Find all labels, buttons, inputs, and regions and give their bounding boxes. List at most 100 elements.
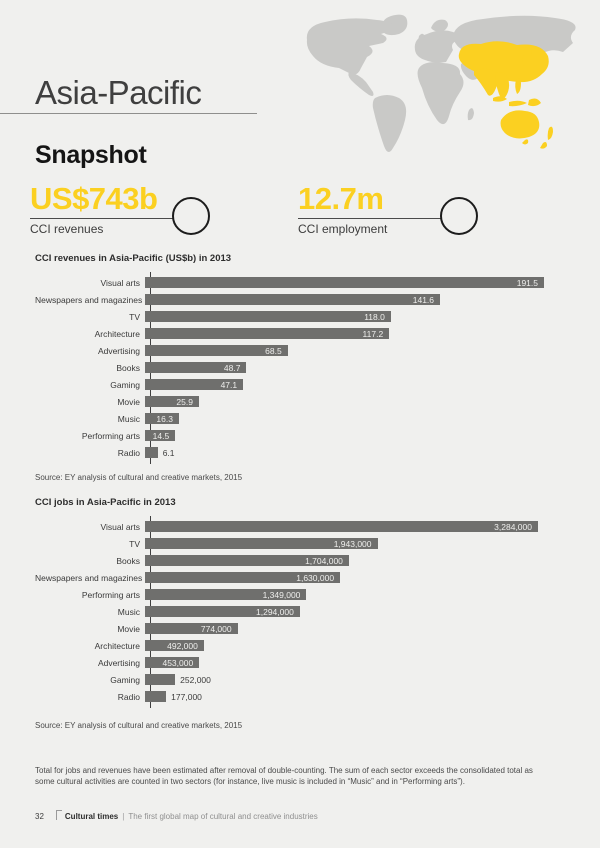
- bar-track: 492,000: [145, 640, 538, 651]
- bar-row: Advertising 453,000: [35, 654, 538, 671]
- map-europe-icon: [414, 30, 458, 63]
- bar-category-label: Newspapers and magazines: [35, 572, 143, 583]
- page-footer: 32 Cultural times | The first global map…: [35, 810, 318, 821]
- bar: 141.6: [145, 294, 441, 305]
- map-south-america-icon: [372, 95, 407, 153]
- bar-row: Newspapers and magazines 1,630,000: [35, 569, 538, 586]
- bar-track: 1,704,000: [145, 555, 538, 566]
- bar-row: Books 1,704,000: [35, 552, 538, 569]
- stat-rule: [298, 218, 441, 219]
- bar-value-label: 16.3: [156, 413, 173, 424]
- bar-value-label: 48.7: [223, 362, 241, 373]
- bar-value-label: 774,000: [200, 623, 232, 634]
- bar-category-label: Music: [117, 606, 140, 617]
- bar-track: 118.0: [145, 311, 544, 322]
- map-philippines-icon: [515, 78, 521, 94]
- bar-track: 1,630,000: [145, 572, 538, 583]
- bar-row: TV 1,943,000: [35, 535, 538, 552]
- footnote: Total for jobs and revenues have been es…: [35, 766, 533, 786]
- page-number: 32: [35, 811, 44, 821]
- bar-row: Visual arts 3,284,000: [35, 518, 538, 535]
- corner-bracket-icon: [55, 810, 62, 820]
- bar-category-label: Music: [117, 413, 140, 424]
- chart-source: Source: EY analysis of cultural and crea…: [35, 473, 243, 482]
- bar: 774,000: [145, 623, 238, 634]
- bar-track: 3,284,000: [145, 521, 538, 532]
- bar-row: Gaming 47.1: [35, 376, 544, 393]
- bar-track: 252,000: [145, 674, 538, 685]
- bar-category-label: TV: [129, 311, 140, 322]
- bar: 16.3: [145, 413, 179, 424]
- bar-track: 1,943,000: [145, 538, 538, 549]
- map-indonesia-icon: [493, 96, 507, 102]
- stat-label: CCI employment: [298, 222, 388, 236]
- bar-value-label: 6.1: [162, 447, 175, 458]
- bar-track: 6.1: [145, 447, 544, 458]
- chart-plot-area: Visual arts 191.5 Newspapers and magazines…: [35, 272, 544, 464]
- bar-value-label: 1,943,000: [333, 538, 372, 549]
- page-title: Asia-Pacific: [35, 74, 202, 111]
- bar-category-label: Radio: [117, 447, 140, 458]
- map-africa-icon: [417, 62, 464, 125]
- bar-track: 177,000: [145, 691, 538, 702]
- bar-row: Movie 25.9: [35, 393, 544, 410]
- bar-row: Music 16.3: [35, 410, 544, 427]
- stat-value: US$743b: [30, 181, 158, 216]
- bar-track: 25.9: [145, 396, 544, 407]
- book-subtitle: The first global map of cultural and cre…: [128, 811, 318, 821]
- bar-value-label: 47.1: [220, 379, 238, 390]
- chart-source: Source: EY analysis of cultural and crea…: [35, 721, 243, 730]
- bar-value-label: 3,284,000: [494, 521, 532, 532]
- bar-category-label: Advertising: [97, 657, 140, 668]
- map-india-icon: [474, 68, 498, 96]
- bar-category-label: Advertising: [97, 345, 140, 356]
- bar-value-label: 118.0: [364, 311, 385, 322]
- bar: 1,349,000: [145, 589, 307, 600]
- stat-value: 12.7m: [298, 181, 384, 216]
- snapshot-heading: Snapshot: [35, 141, 147, 169]
- bar-track: 117.2: [145, 328, 544, 339]
- chart-title: CCI jobs in Asia-Pacific in 2013: [35, 497, 176, 508]
- bar-track: 191.5: [145, 277, 544, 288]
- bar-category-label: Architecture: [94, 328, 140, 339]
- map-scandinavia-icon: [431, 19, 448, 32]
- bar-category-label: Gaming: [110, 379, 140, 390]
- bar-row: Architecture 492,000: [35, 637, 538, 654]
- map-indonesia-east-icon: [509, 100, 527, 107]
- map-new-zealand-south-icon: [540, 142, 547, 149]
- bar-category-label: Movie: [117, 396, 140, 407]
- bar: 117.2: [145, 328, 390, 339]
- circle-icon: [440, 197, 478, 235]
- bar-row: Advertising 68.5: [35, 342, 544, 359]
- bar-value-label: 141.6: [412, 294, 435, 305]
- stat-cci-employment: 12.7m CCI employment: [298, 183, 510, 247]
- bar-row: Books 48.7: [35, 359, 544, 376]
- stat-cci-revenues: US$743b CCI revenues: [30, 183, 242, 247]
- bar-category-label: Gaming: [110, 674, 140, 685]
- bar-row: TV 118.0: [35, 308, 544, 325]
- jobs-chart: CCI jobs in Asia-Pacific in 2013 Visual …: [35, 497, 538, 708]
- bar-track: 68.5: [145, 345, 544, 356]
- stat-label: CCI revenues: [30, 222, 104, 236]
- bar-value-label: 1,294,000: [256, 606, 294, 617]
- bar-value-label: 453,000: [162, 657, 194, 668]
- revenues-chart: CCI revenues in Asia-Pacific (US$b) in 2…: [35, 253, 544, 464]
- bar-track: 1,349,000: [145, 589, 538, 600]
- map-other-regions: [306, 14, 576, 153]
- map-australia-icon: [500, 110, 540, 139]
- bar-track: 48.7: [145, 362, 544, 373]
- bar-row: Music 1,294,000: [35, 603, 538, 620]
- bar-track: 141.6: [145, 294, 544, 305]
- bar: 177,000: [145, 691, 202, 702]
- bar: 1,943,000: [145, 538, 378, 549]
- bar: 191.5: [145, 277, 544, 288]
- bar: 14.5: [145, 430, 176, 441]
- bar: 6.1: [145, 447, 175, 458]
- bar-track: 453,000: [145, 657, 538, 668]
- bar-row: Radio 177,000: [35, 688, 538, 705]
- bar: 1,630,000: [145, 572, 341, 583]
- bar-row: Architecture 117.2: [35, 325, 544, 342]
- bar: 492,000: [145, 640, 204, 651]
- map-japan-icon: [522, 46, 532, 68]
- bar-row: Radio 6.1: [35, 444, 544, 461]
